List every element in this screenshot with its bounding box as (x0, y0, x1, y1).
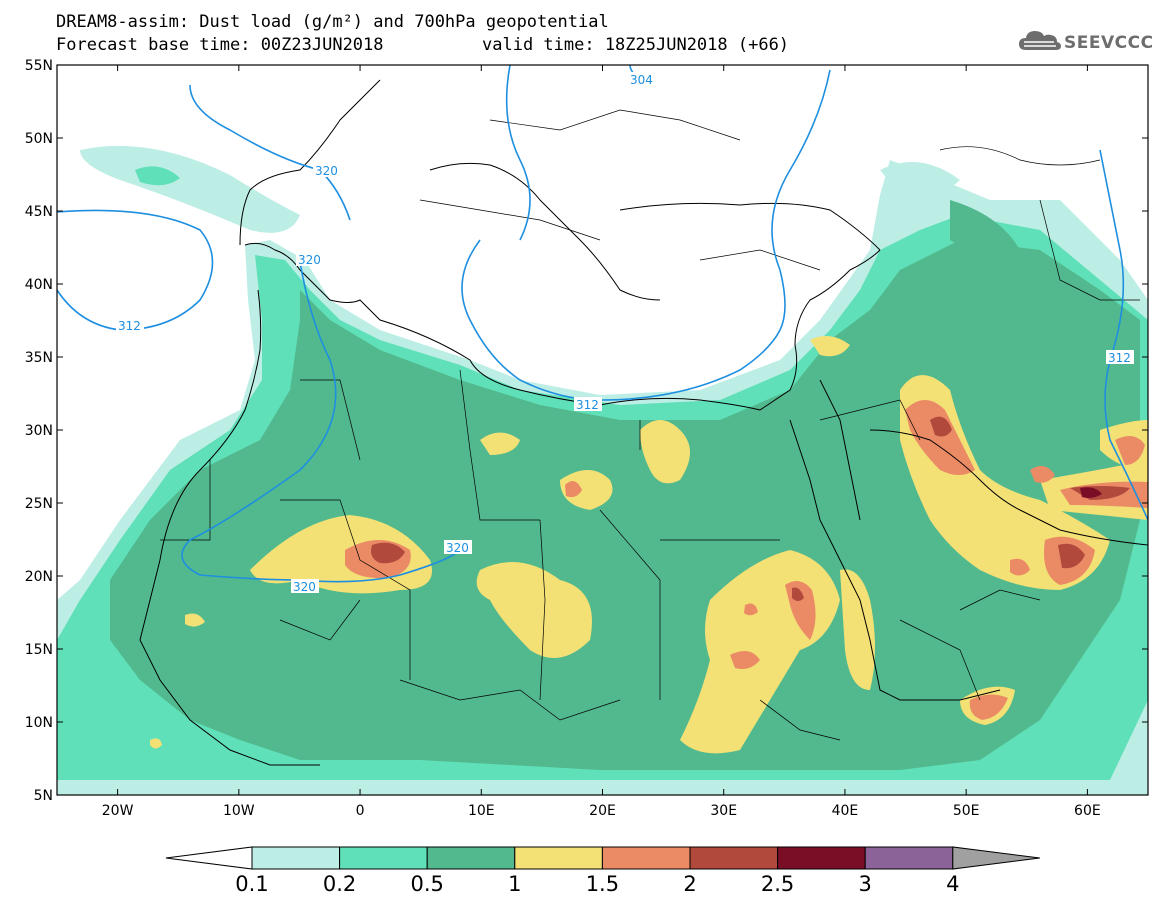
svg-text:312: 312 (1108, 351, 1131, 365)
colorbar-level-label: 1.5 (586, 872, 619, 896)
colorbar-segment (689, 846, 779, 870)
svg-text:304: 304 (630, 73, 653, 87)
borders (160, 109, 1140, 741)
colorbar-low-arrow (165, 846, 253, 870)
colorbar-level-label: 2.5 (761, 872, 794, 896)
colorbar-segment (777, 846, 866, 870)
lat-tick-label: 25N (25, 496, 53, 512)
lat-tick-label: 50N (25, 131, 53, 147)
contour-labels: 304 320 320 312 312 320 320 312 (116, 72, 1134, 594)
forecast-base-time: Forecast base time: 00Z23JUN2018 (56, 35, 384, 55)
lat-tick-label: 35N (25, 350, 53, 366)
colorbar-level-label: 0.1 (235, 872, 268, 896)
contour-label-320-sahara: 320 (444, 540, 472, 555)
lat-tick-label: 10N (25, 715, 53, 731)
svg-text:312: 312 (118, 319, 141, 333)
lon-tick-label: 10E (468, 803, 495, 819)
colorbar: 0.1 0.2 0.5 1 1.5 2 2.5 3 4 (165, 846, 1040, 896)
colorbar-high-arrow (952, 846, 1040, 870)
colorbar-segment (251, 846, 341, 870)
dust-level-2-5 (1080, 487, 1102, 498)
seevccc-logo: SEEVCCC (1018, 28, 1158, 56)
colorbar-level-label: 4 (946, 872, 959, 896)
svg-text:320: 320 (315, 164, 338, 178)
lon-tick-label: 20W (102, 803, 134, 819)
colorbar-segment (864, 846, 954, 870)
lat-tick-label: 55N (25, 58, 53, 74)
svg-text:320: 320 (293, 580, 316, 594)
lon-tick-label: 40E (832, 803, 859, 819)
lon-tick-label: 30E (710, 803, 737, 819)
lon-tick-label: 10W (223, 803, 255, 819)
valid-time: valid time: 18Z25JUN2018 (+66) (482, 35, 790, 55)
lat-tick-label: 40N (25, 277, 53, 293)
colorbar-segment (426, 846, 516, 870)
cloud-logo-icon (1019, 31, 1061, 50)
logo-text: SEEVCCC (1064, 33, 1154, 53)
latitude-axis: 55N 50N 45N 40N 35N 30N 25N 20N 15N 10N 5N (25, 58, 1148, 804)
colorbar-level-label: 0.2 (323, 872, 356, 896)
svg-text:320: 320 (446, 541, 469, 555)
lon-tick-label: 50E (953, 803, 980, 819)
contour-label-312-atlantic: 312 (116, 318, 144, 333)
colorbar-level-label: 0.5 (410, 872, 443, 896)
colorbar-segment (601, 846, 691, 870)
contour-label-320-west: 320 (291, 579, 319, 594)
colorbar-level-label: 2 (683, 872, 696, 896)
colorbar-segment (339, 846, 428, 870)
colorbar-level-label: 1 (508, 872, 521, 896)
contour-label-304: 304 (627, 72, 655, 87)
svg-text:312: 312 (576, 398, 599, 412)
lon-tick-label: 60E (1074, 803, 1101, 819)
contour-label-312-med: 312 (574, 397, 602, 412)
lat-tick-label: 45N (25, 204, 53, 220)
colorbar-segment (514, 846, 603, 870)
contour-label-320-iberia: 320 (296, 252, 324, 267)
contour-label-312-east: 312 (1106, 350, 1134, 365)
contour-label-320-north: 320 (313, 163, 341, 178)
longitude-axis: 20W 10W 0 10E 20E 30E 40E 50E 60E (102, 65, 1101, 819)
lon-tick-label: 0 (356, 803, 365, 819)
lat-tick-label: 20N (25, 569, 53, 585)
lat-tick-label: 5N (34, 788, 53, 804)
colorbar-level-label: 3 (859, 872, 872, 896)
dust-fields: 304 320 320 312 312 320 320 312 (57, 65, 1148, 795)
lat-tick-label: 30N (25, 423, 53, 439)
lon-tick-label: 20E (589, 803, 616, 819)
map-title: DREAM8-assim: Dust load (g/m²) and 700hP… (56, 12, 609, 32)
svg-text:320: 320 (298, 253, 321, 267)
lat-tick-label: 15N (25, 642, 53, 658)
dust-level-0-5 (110, 200, 1140, 770)
